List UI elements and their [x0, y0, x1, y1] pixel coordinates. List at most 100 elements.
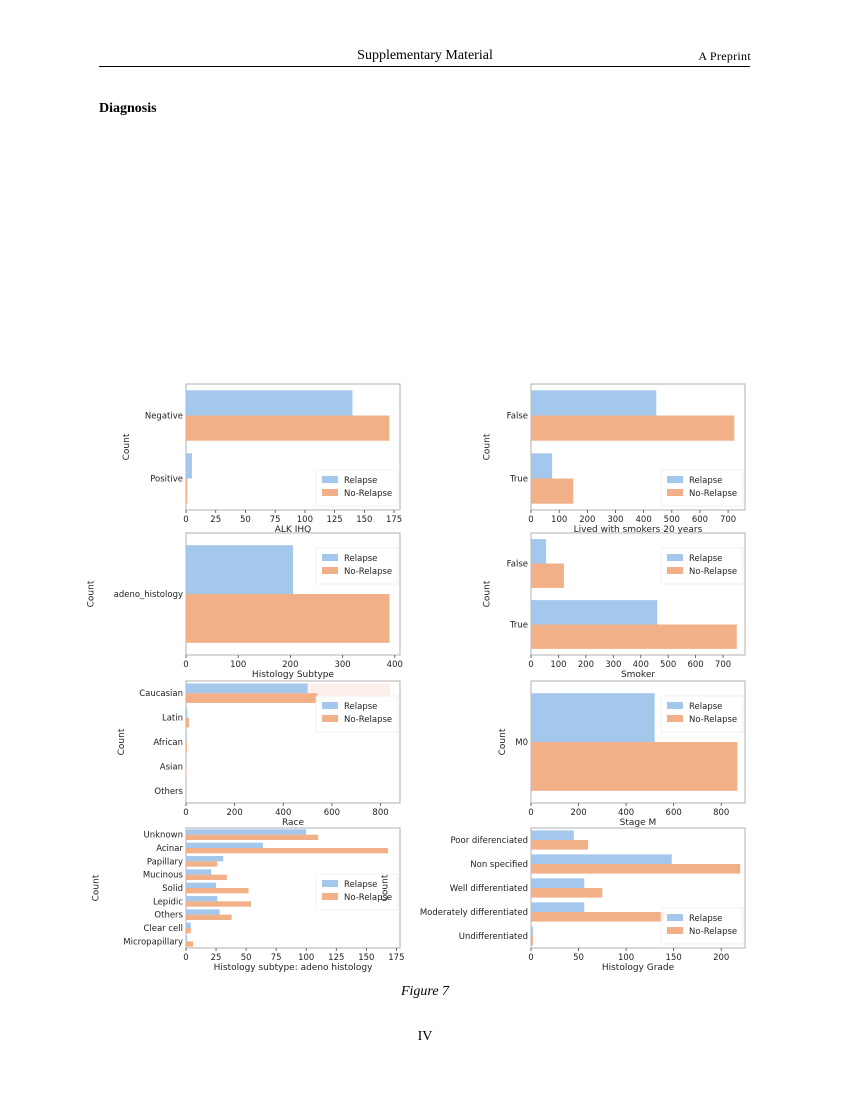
- category-label: Non specified: [470, 860, 528, 870]
- x-tick-label: 150: [666, 953, 682, 963]
- bar-no-relapse-adeno-histology: [186, 594, 390, 643]
- category-label: Positive: [150, 475, 183, 485]
- bar-no-relapse-moderately-differentiated: [531, 912, 665, 922]
- bar-no-relapse-latin: [186, 717, 189, 728]
- bar-relapse-solid: [186, 882, 217, 888]
- x-axis-label: Stage M: [620, 818, 657, 828]
- x-tick-label: 500: [664, 515, 680, 525]
- legend-swatch: [322, 476, 338, 483]
- x-tick-label: 100: [550, 660, 566, 670]
- category-label: Latin: [162, 714, 183, 724]
- plot-frame-1: [185, 383, 401, 511]
- legend-swatch: [322, 554, 338, 561]
- legend-swatch: [667, 914, 683, 921]
- x-tick-label: 150: [358, 953, 374, 963]
- x-tick-label: 200: [713, 953, 729, 963]
- legend-swatch: [667, 702, 683, 709]
- bar-no-relapse-negative: [186, 415, 390, 441]
- bar-relapse-poor-diferenciated: [531, 830, 574, 840]
- legend-swatch: [667, 567, 683, 574]
- legend-label: Relapse: [689, 914, 722, 924]
- y-axis-label: Count: [483, 580, 493, 607]
- bar-no-relapse-well-differentiated: [531, 888, 603, 898]
- bar-relapse-latin: [186, 707, 188, 718]
- x-tick-label: 500: [660, 660, 676, 670]
- x-tick-label: 600: [324, 808, 340, 818]
- plot-frame-2: [530, 383, 746, 511]
- x-tick-label: 200: [282, 660, 298, 670]
- x-tick-label: 100: [551, 515, 567, 525]
- bar-relapse-moderately-differentiated: [531, 902, 585, 912]
- x-tick-label: 175: [388, 953, 404, 963]
- x-tick-label: 100: [297, 515, 313, 525]
- legend-swatch: [322, 893, 338, 900]
- bar-relapse-lepidic: [186, 896, 218, 902]
- category-label: Solid: [162, 884, 183, 894]
- x-axis-label: Histology Subtype: [252, 670, 335, 680]
- bar-relapse-others: [186, 909, 220, 915]
- bar-relapse-acinar: [186, 842, 263, 848]
- bar-relapse-unknown: [186, 829, 307, 835]
- legend-label: Relapse: [344, 702, 377, 712]
- category-label: African: [153, 738, 183, 748]
- bar-no-relapse-poor-diferenciated: [531, 840, 589, 850]
- x-tick-label: 400: [387, 660, 403, 670]
- bar-no-relapse-others: [186, 914, 232, 920]
- bar-relapse-clear-cell: [186, 922, 191, 928]
- bar-no-relapse-true: [531, 624, 737, 649]
- page-number: IV: [417, 1029, 433, 1044]
- bar-no-relapse-false: [531, 415, 735, 441]
- bar-relapse-papillary: [186, 856, 224, 862]
- category-label: Unknown: [144, 831, 183, 841]
- legend-swatch: [322, 715, 338, 722]
- x-tick-label: 700: [720, 515, 736, 525]
- x-tick-label: 150: [356, 515, 372, 525]
- category-label: Undifferentiated: [459, 932, 528, 942]
- y-axis-label: Count: [498, 728, 508, 755]
- x-tick-label: 400: [275, 808, 291, 818]
- bar-relapse-mucinous: [186, 869, 212, 875]
- x-axis-label: Lived with smokers 20 years: [574, 525, 703, 535]
- figure-caption: Figure 7: [400, 984, 450, 999]
- category-label: Others: [154, 787, 183, 797]
- x-tick-label: 25: [211, 953, 222, 963]
- bar-no-relapse-lepidic: [186, 901, 251, 907]
- legend-label: Relapse: [689, 702, 722, 712]
- x-axis-label: Histology subtype: adeno histology: [214, 963, 373, 973]
- bar-relapse-negative: [186, 390, 353, 416]
- legend-label: No-Relapse: [689, 927, 737, 937]
- category-label: Mucinous: [143, 871, 184, 881]
- category-label: Poor diferenciated: [450, 836, 528, 846]
- x-tick-label: 600: [666, 808, 682, 818]
- category-label: Moderately differentiated: [420, 908, 528, 918]
- x-tick-label: 0: [183, 808, 188, 818]
- x-tick-label: 175: [386, 515, 402, 525]
- legend-label: No-Relapse: [344, 715, 392, 725]
- x-tick-label: 600: [692, 515, 708, 525]
- x-tick-label: 0: [528, 660, 533, 670]
- header-rule: [99, 66, 750, 67]
- x-tick-label: 600: [687, 660, 703, 670]
- header-preprint-label: A Preprint: [698, 49, 751, 63]
- bar-relapse-undifferentiated: [531, 926, 533, 936]
- bar-no-relapse-caucasian: [186, 693, 318, 703]
- y-axis-label: Count: [117, 728, 127, 755]
- category-label: Others: [154, 911, 183, 921]
- x-axis-label: ALK IHQ: [275, 525, 311, 535]
- legend-swatch: [667, 489, 683, 496]
- header-title: Supplementary Material: [357, 48, 493, 63]
- x-tick-label: 800: [372, 808, 388, 818]
- bar-relapse-adeno-histology: [186, 545, 293, 594]
- category-label: Caucasian: [139, 689, 183, 699]
- x-tick-label: 25: [210, 515, 221, 525]
- x-tick-label: 125: [328, 953, 344, 963]
- x-tick-label: 75: [270, 515, 281, 525]
- bar-relapse-positive: [186, 453, 192, 479]
- y-axis-label: Count: [483, 433, 493, 460]
- category-label: Asian: [160, 762, 183, 772]
- bar-relapse-african: [186, 732, 187, 742]
- x-tick-label: 0: [528, 808, 533, 818]
- category-label: True: [509, 475, 528, 485]
- category-label: True: [509, 621, 528, 631]
